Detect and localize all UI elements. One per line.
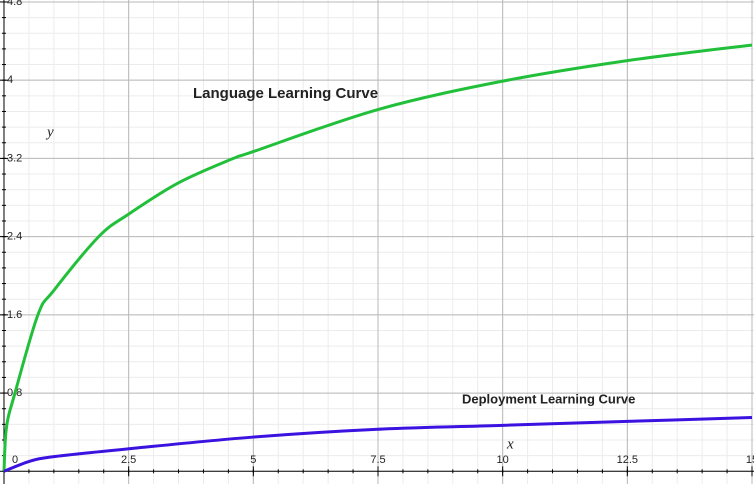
plot-area [2,43,753,473]
x-tick-label: 15 [746,454,754,466]
annotation: Language Learning Curve [193,85,378,102]
line [3,416,753,473]
x-tick-label: 12.5 [617,454,638,466]
y-tick-label: 4.8 [7,0,22,8]
x-tick-label: 2.5 [121,454,136,466]
y-tick-label: 4 [7,74,13,86]
x-tick-label: 7.5 [370,454,385,466]
y-tick-label: 2.4 [7,231,22,243]
x-tick-label: 0 [12,454,18,466]
annotation: Deployment Learning Curve [462,391,635,406]
x-axis-label: x [506,436,514,452]
x-tick-label: 5 [250,454,256,466]
y-tick-label: 1.6 [7,309,22,321]
x-tick-label: 10 [497,454,509,466]
line [2,43,753,472]
y-axis-label: y [45,124,54,140]
y-tick-label: 3.2 [7,152,22,164]
